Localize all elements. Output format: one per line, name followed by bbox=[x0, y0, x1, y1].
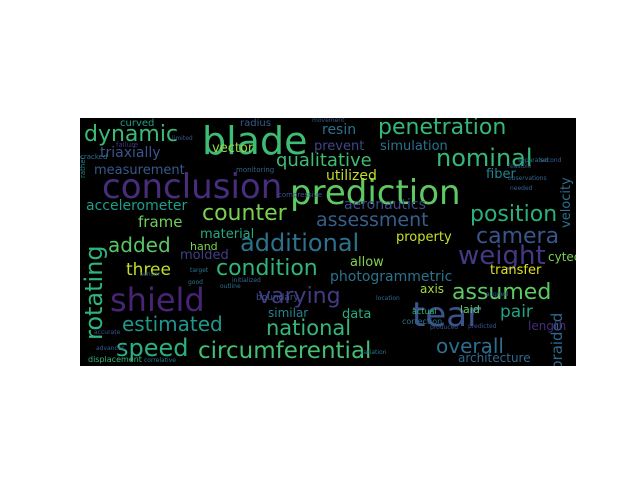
word: needed bbox=[510, 185, 533, 192]
word: measurement bbox=[94, 163, 185, 178]
word: position bbox=[470, 202, 558, 227]
word: frame bbox=[138, 213, 183, 231]
word: accurate bbox=[94, 329, 121, 336]
word: weight bbox=[458, 241, 546, 271]
word: qualitative bbox=[276, 150, 372, 171]
word: predicted bbox=[468, 323, 497, 330]
word: location bbox=[376, 295, 400, 302]
word: correlative bbox=[144, 357, 176, 364]
word: camera bbox=[476, 224, 560, 249]
word: similar bbox=[268, 306, 309, 320]
word: condition bbox=[216, 256, 318, 281]
word: overall bbox=[436, 334, 504, 358]
word: feasible bbox=[508, 163, 532, 170]
word: compressive bbox=[278, 191, 323, 199]
word: circumferential bbox=[198, 338, 372, 364]
word: limited bbox=[172, 135, 193, 142]
word: monitoring bbox=[236, 166, 275, 174]
word: utilized bbox=[326, 168, 377, 184]
word: cytec bbox=[548, 250, 576, 264]
word: conclusion bbox=[102, 167, 283, 207]
word: sensor bbox=[140, 271, 160, 278]
word: assumed bbox=[452, 280, 552, 305]
word: resin bbox=[322, 122, 357, 138]
word: material bbox=[200, 227, 255, 242]
word: length bbox=[528, 319, 567, 333]
word: aligned bbox=[486, 291, 509, 298]
word: velocity bbox=[559, 177, 574, 228]
word: assessment bbox=[316, 209, 429, 231]
word: molded bbox=[180, 248, 229, 263]
word: hand bbox=[190, 240, 218, 253]
word: simulation bbox=[380, 139, 448, 154]
word: outline bbox=[220, 283, 241, 290]
word: observations bbox=[508, 175, 547, 182]
word: prevent bbox=[314, 139, 365, 154]
word: initialized bbox=[232, 277, 261, 284]
word: fiber bbox=[486, 167, 516, 182]
word: laid bbox=[460, 303, 480, 316]
word: varying bbox=[258, 284, 341, 309]
word: dynamic bbox=[84, 122, 179, 147]
word: national bbox=[266, 316, 352, 340]
word: triaxially bbox=[100, 145, 161, 161]
word: architecture bbox=[458, 351, 531, 365]
word: boundary bbox=[256, 293, 299, 303]
word: radius bbox=[240, 118, 271, 129]
word: movement bbox=[312, 118, 345, 124]
word: second bbox=[540, 157, 562, 164]
word: three bbox=[126, 260, 171, 280]
word: failure bbox=[116, 141, 139, 149]
word: blade bbox=[202, 119, 308, 163]
word: good bbox=[188, 279, 203, 286]
word: nominal bbox=[436, 144, 533, 172]
word: tear bbox=[412, 295, 482, 335]
word: pair bbox=[500, 302, 533, 322]
word: allow bbox=[350, 255, 384, 270]
word: axis bbox=[420, 282, 445, 296]
word: vector bbox=[212, 141, 254, 156]
word: photogrammetric bbox=[330, 269, 453, 285]
word: variation bbox=[360, 349, 387, 356]
word: estimated bbox=[122, 312, 223, 336]
word: penetration bbox=[378, 118, 507, 140]
word: advances bbox=[96, 345, 125, 352]
word: transfer bbox=[490, 263, 542, 278]
word: prediction bbox=[290, 173, 461, 213]
word: accelerometer bbox=[86, 198, 188, 214]
word: produced bbox=[430, 324, 459, 331]
word: counter bbox=[202, 201, 287, 226]
word: shield bbox=[110, 281, 205, 319]
word: displacement bbox=[88, 355, 142, 364]
word: added bbox=[108, 233, 171, 257]
word: actual bbox=[412, 307, 437, 316]
word: data bbox=[342, 307, 372, 322]
word-cloud: prediction conclusion shield blade tear … bbox=[80, 118, 576, 366]
word: separated bbox=[518, 157, 549, 164]
word: rather bbox=[80, 156, 87, 178]
word: additional bbox=[240, 229, 360, 257]
word: target bbox=[190, 267, 209, 274]
word: correction bbox=[402, 317, 443, 326]
word: aeronautics bbox=[344, 197, 426, 213]
word: rotating bbox=[80, 245, 108, 340]
word: property bbox=[396, 230, 452, 245]
word: cracked bbox=[80, 153, 108, 161]
word: curved bbox=[120, 118, 155, 129]
word: speed bbox=[116, 334, 189, 362]
